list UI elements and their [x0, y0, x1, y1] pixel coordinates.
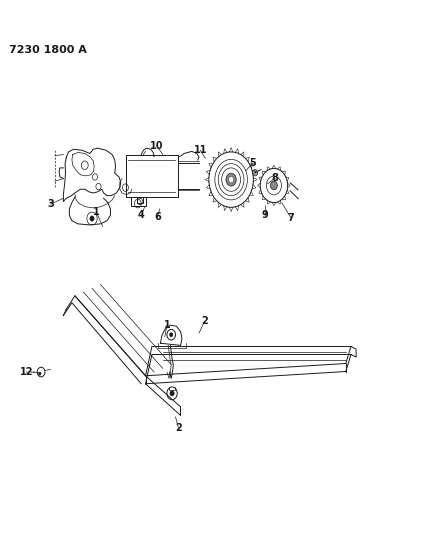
Text: 2: 2 [201, 317, 208, 326]
Text: 3: 3 [47, 199, 54, 209]
Text: 10: 10 [150, 141, 163, 151]
Text: 9: 9 [262, 211, 269, 220]
Text: 5: 5 [249, 158, 256, 168]
Text: 2: 2 [175, 423, 182, 433]
Text: 7: 7 [288, 213, 294, 223]
Text: 1: 1 [163, 320, 170, 330]
Text: 8: 8 [272, 173, 279, 183]
Circle shape [170, 391, 174, 396]
Text: 12: 12 [20, 367, 33, 377]
Text: 1: 1 [93, 207, 100, 217]
Circle shape [39, 372, 41, 375]
Circle shape [253, 169, 258, 176]
Text: 4: 4 [138, 211, 145, 220]
Text: 7230 1800 A: 7230 1800 A [9, 45, 87, 55]
Circle shape [90, 216, 94, 221]
Circle shape [270, 181, 277, 190]
Circle shape [229, 176, 234, 183]
Text: 6: 6 [154, 213, 161, 222]
Text: 11: 11 [193, 146, 207, 155]
Circle shape [169, 333, 173, 337]
Circle shape [226, 173, 236, 186]
